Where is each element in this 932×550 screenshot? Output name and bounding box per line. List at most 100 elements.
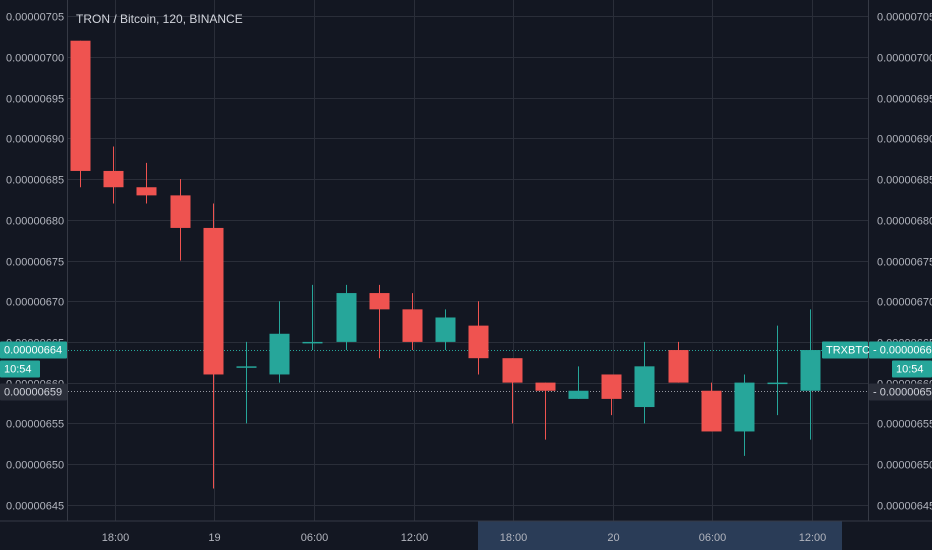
candle[interactable] <box>103 146 124 204</box>
right-last-price-badge-bg <box>869 341 932 359</box>
right-last-price-badge: - 0.00000664 <box>869 341 932 359</box>
left-last-price-badge: 0.00000664 <box>0 341 67 359</box>
candle[interactable] <box>734 374 755 456</box>
candle-body[interactable] <box>103 170 124 188</box>
candle[interactable] <box>767 325 788 416</box>
right-last-price-badge-text: - 0.00000664 <box>873 345 932 357</box>
candle-body[interactable] <box>601 374 622 399</box>
candle-body[interactable] <box>568 390 589 399</box>
right-price-tick: 0.00000650 <box>877 460 932 472</box>
right-price-axis: 0.000006450.000006500.000006550.00000660… <box>877 12 932 513</box>
candle-body[interactable] <box>302 341 323 344</box>
left-price-tick: 0.00000655 <box>6 419 64 431</box>
left-price-tick: 0.00000650 <box>6 460 64 472</box>
left-reference-badge-bg <box>0 383 67 401</box>
symbol-badge: TRXBTC <box>822 341 870 359</box>
candle[interactable] <box>170 179 191 261</box>
candle-body[interactable] <box>701 390 722 432</box>
candle[interactable] <box>668 341 689 383</box>
candle-body[interactable] <box>468 325 489 359</box>
left-last-price-badge-bg <box>0 341 67 359</box>
candle[interactable] <box>601 374 622 416</box>
candle-body[interactable] <box>269 333 290 375</box>
candle-body[interactable] <box>170 195 191 228</box>
chart-title: TRON / Bitcoin, 120, BINANCE <box>76 12 243 26</box>
time-tick: 06:00 <box>301 532 329 544</box>
candle[interactable] <box>336 284 357 351</box>
left-price-tick: 0.00000680 <box>6 216 64 228</box>
candle-body[interactable] <box>435 317 456 342</box>
candle[interactable] <box>568 366 589 399</box>
candle[interactable] <box>369 284 390 359</box>
candle-body[interactable] <box>634 366 655 408</box>
candle-body[interactable] <box>734 382 755 432</box>
right-price-tick: 0.00000680 <box>877 216 932 228</box>
right-reference-badge: - 0.00000659 <box>869 383 932 401</box>
left-price-tick: 0.00000645 <box>6 501 64 513</box>
time-tick: 20 <box>607 532 619 544</box>
candle[interactable] <box>136 162 157 204</box>
left-last-price-badge-text: 0.00000664 <box>4 345 62 357</box>
right-reference-badge-text: - 0.00000659 <box>873 387 932 399</box>
candle[interactable] <box>701 382 722 432</box>
candle[interactable] <box>302 284 323 351</box>
candle[interactable] <box>203 203 224 489</box>
candle[interactable] <box>468 301 489 375</box>
left-countdown-badge-bg <box>0 360 40 378</box>
candles[interactable] <box>70 40 821 489</box>
left-reference-badge: 0.00000659 <box>0 383 67 401</box>
right-countdown-badge-bg <box>892 360 932 378</box>
time-tick: 12:00 <box>401 532 429 544</box>
time-tick: 06:00 <box>699 532 727 544</box>
candle-body[interactable] <box>203 227 224 375</box>
candle-body[interactable] <box>502 358 523 383</box>
left-price-tick: 0.00000695 <box>6 94 64 106</box>
candle-body[interactable] <box>535 382 556 391</box>
candle-body[interactable] <box>70 40 91 171</box>
left-countdown-badge-text: 10:54 <box>4 364 32 376</box>
candle[interactable] <box>535 382 556 440</box>
left-price-axis: 0.000006450.000006500.000006550.00000660… <box>6 12 64 513</box>
candle-body[interactable] <box>800 350 821 391</box>
time-axis: 18:00 19 06:00 12:00 18:00 20 06:00 12:00 <box>102 532 827 544</box>
right-price-tick: 0.00000670 <box>877 297 932 309</box>
candle-body[interactable] <box>136 187 157 196</box>
candle-body[interactable] <box>767 382 788 385</box>
right-price-tick: 0.00000700 <box>877 53 932 65</box>
left-countdown-badge: 10:54 <box>0 360 40 378</box>
candle[interactable] <box>236 341 257 424</box>
right-price-tick: 0.00000655 <box>877 419 932 431</box>
right-price-tick: 0.00000705 <box>877 12 932 24</box>
time-axis-highlight <box>478 521 842 550</box>
time-tick: 18:00 <box>500 532 528 544</box>
left-price-tick: 0.00000685 <box>6 175 64 187</box>
candle[interactable] <box>634 341 655 424</box>
candle[interactable] <box>402 293 423 351</box>
right-price-tick: 0.00000695 <box>877 94 932 106</box>
candle[interactable] <box>502 358 523 424</box>
right-price-tick: 0.00000690 <box>877 134 932 146</box>
candle-body[interactable] <box>668 350 689 383</box>
right-price-tick: 0.00000645 <box>877 501 932 513</box>
candle-body[interactable] <box>402 309 423 342</box>
left-price-tick: 0.00000705 <box>6 12 64 24</box>
candle[interactable] <box>70 40 91 188</box>
candle[interactable] <box>435 309 456 351</box>
candle[interactable] <box>800 309 821 440</box>
time-tick: 12:00 <box>799 532 827 544</box>
grid-lines <box>68 0 868 521</box>
right-reference-badge-bg <box>869 383 932 401</box>
time-tick: 19 <box>208 532 220 544</box>
left-price-tick: 0.00000675 <box>6 257 64 269</box>
left-price-tick: 0.00000670 <box>6 297 64 309</box>
candle-body[interactable] <box>369 293 390 310</box>
right-price-tick: 0.00000675 <box>877 257 932 269</box>
right-countdown-badge: 10:54 <box>892 360 932 378</box>
candle-body[interactable] <box>236 366 257 368</box>
left-reference-badge-text: 0.00000659 <box>4 387 62 399</box>
candle-body[interactable] <box>336 293 357 342</box>
candle[interactable] <box>269 301 290 383</box>
